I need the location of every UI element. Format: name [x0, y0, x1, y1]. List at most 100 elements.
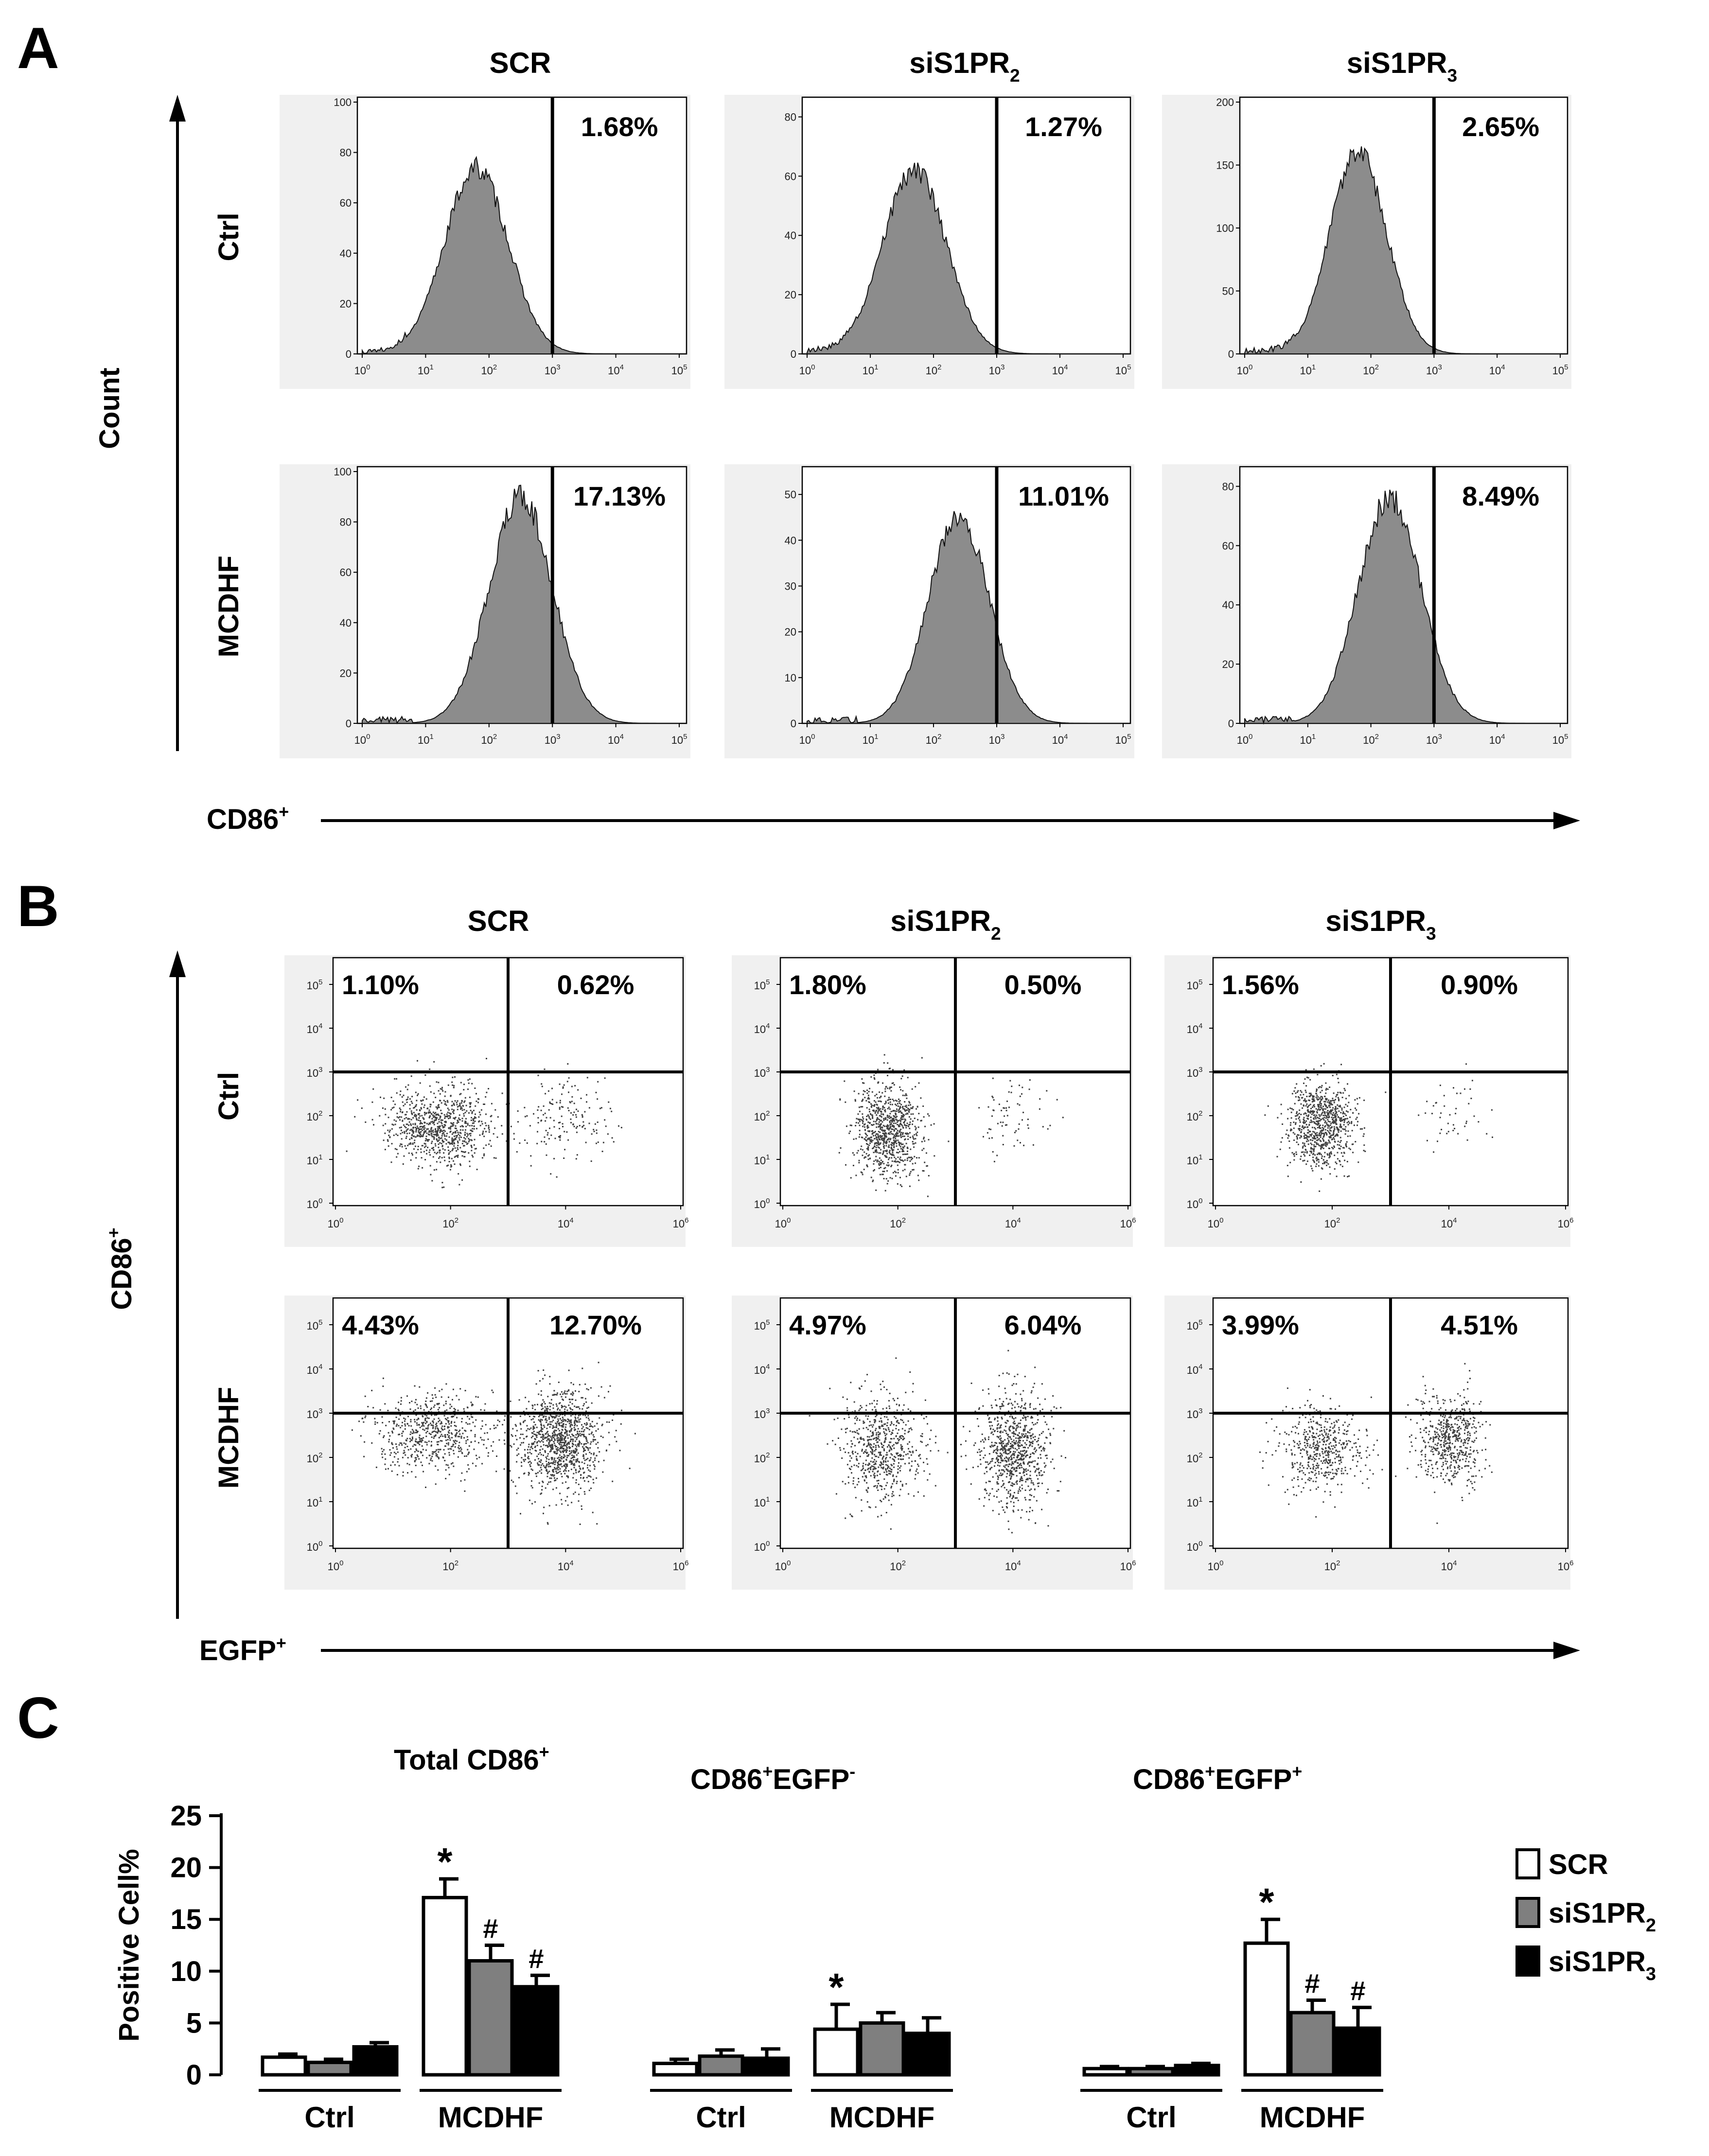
dot-ytick-label-0-2-0-exp: 0	[1198, 1197, 1202, 1205]
hist-ytick-label-0-2-2: 100	[1216, 222, 1234, 234]
hist-xtick-label-0-0-0: 100	[354, 363, 370, 377]
panel-a-x-axis-label: CD86+	[207, 802, 289, 835]
hist-xtick-label-0-2-4: 104	[1489, 363, 1505, 377]
hist-ytick-label-1-1-0: 0	[791, 718, 796, 730]
panel-a-row-label-1: MCDHF	[213, 556, 245, 657]
hist-xtick-label-0-2-5: 105	[1552, 363, 1568, 377]
dot-xtick-label-0-1-2-base: 10	[1005, 1218, 1017, 1230]
legend-label-2-sub: 3	[1646, 1964, 1656, 1984]
hist-xtick-label-0-2-4-base: 10	[1489, 365, 1501, 377]
bar-1-0-2	[743, 2056, 790, 2077]
dot-ytick-label-1-0-5-exp: 5	[318, 1318, 322, 1327]
bar-annotation-2-1-0: *	[1259, 1880, 1274, 1924]
dot-ytick-label-1-0-3-exp: 3	[318, 1407, 322, 1415]
bar-subplot-title-1-a: CD86	[690, 1764, 762, 1795]
hist-xtick-label-0-0-3-base: 10	[545, 365, 556, 377]
panel-b-y-axis-arrowhead	[169, 950, 186, 977]
dot-xtick-label-1-0-0-base: 10	[328, 1560, 339, 1573]
panel-a-col-title-1-sub: 2	[1010, 65, 1020, 86]
dot-xtick-label-1-0-0-exp: 0	[339, 1559, 343, 1567]
dot-xtick-label-0-2-3-exp: 6	[1569, 1216, 1573, 1225]
dot-ytick-label-1-0-1-exp: 1	[318, 1495, 322, 1504]
panel-b-x-axis-label-main: EGFP	[199, 1635, 276, 1666]
bar-subplot-title-2-sup2: +	[1292, 1761, 1302, 1781]
hist-xtick-label-1-1-0-base: 10	[799, 734, 811, 746]
dot-ytick-label-0-2-2-base: 10	[1187, 1111, 1198, 1123]
dot-ytick-label-0-2-2: 102	[1187, 1109, 1203, 1123]
dot-quadrant-ur-0-2: 0.90%	[1441, 969, 1518, 1000]
hist-gate-percent-1-1: 11.01%	[1018, 481, 1109, 511]
dot-xtick-label-0-1-0: 100	[775, 1216, 791, 1230]
bar-0-0-1	[306, 2060, 353, 2077]
dot-xtick-label-0-2-0-exp: 0	[1219, 1216, 1223, 1225]
dot-quadrant-ur-1-0: 12.70%	[549, 1310, 642, 1340]
hist-xtick-label-1-0-3-exp: 3	[556, 733, 560, 741]
dot-xtick-label-0-0-2-base: 10	[558, 1218, 569, 1230]
dot-xtick-label-0-1-1: 102	[890, 1216, 906, 1230]
hist-xtick-label-1-0-2: 102	[481, 733, 497, 746]
bar-group-label-2-0: Ctrl	[1126, 2101, 1176, 2134]
dot-ytick-label-0-0-1-exp: 1	[318, 1153, 322, 1161]
panel-b-col-title-2: siS1PR3	[1325, 905, 1436, 944]
hist-area-1-1	[807, 511, 1123, 724]
hist-ytick-label-1-2-0: 0	[1228, 718, 1234, 730]
dot-ytick-label-1-2-2: 102	[1187, 1451, 1203, 1465]
dot-xtick-label-1-2-1: 102	[1324, 1559, 1340, 1573]
hist-ytick-label-1-1-1: 10	[785, 672, 796, 684]
hist-xtick-label-1-2-4: 104	[1489, 733, 1505, 746]
dot-xtick-label-1-0-1: 102	[442, 1559, 458, 1573]
panel-a-col-title-2: siS1PR3	[1347, 47, 1457, 86]
dot-ytick-label-1-0-2: 102	[307, 1451, 323, 1465]
hist-xtick-label-0-1-3-base: 10	[989, 365, 1001, 377]
dot-ytick-label-0-0-0: 100	[307, 1197, 323, 1210]
dot-xtick-label-0-0-0-exp: 0	[339, 1216, 343, 1225]
hist-xtick-label-1-0-0-base: 10	[354, 734, 366, 746]
dot-ytick-label-0-2-5-base: 10	[1187, 980, 1198, 992]
hist-ytick-label-1-0-2: 40	[340, 617, 352, 629]
hist-ytick-label-1-2-4: 80	[1222, 480, 1234, 492]
legend-label-2-main: siS1PR	[1549, 1946, 1646, 1978]
hist-xtick-label-1-0-3-base: 10	[545, 734, 556, 746]
dot-xtick-label-0-0-1-base: 10	[442, 1218, 454, 1230]
hist-gate-percent-1-0: 17.13%	[573, 481, 666, 511]
dot-xtick-label-1-1-2-exp: 4	[1017, 1559, 1021, 1567]
hist-xtick-label-1-0-5-exp: 5	[683, 733, 687, 741]
dot-xtick-label-1-2-2-base: 10	[1441, 1560, 1453, 1573]
dot-ytick-label-0-0-3-exp: 3	[318, 1066, 322, 1074]
panel-a-col-title-0: SCR	[490, 47, 551, 79]
dot-ytick-label-1-1-1-exp: 1	[766, 1495, 770, 1504]
panel-a-y-axis-label: Count	[94, 368, 125, 449]
dot-ytick-label-1-2-2-exp: 2	[1198, 1451, 1202, 1459]
dot-ytick-label-0-2-5: 105	[1187, 978, 1203, 992]
bar-ytick-label-4: 20	[170, 1852, 202, 1884]
hist-xtick-label-0-0-4: 104	[608, 363, 624, 377]
dot-xtick-label-1-0-1-exp: 2	[455, 1559, 458, 1567]
panel-b-y-axis-label-main: CD86	[106, 1238, 138, 1310]
bar-1-0-0	[652, 2062, 699, 2077]
dot-xtick-label-0-2-3-base: 10	[1558, 1218, 1569, 1230]
dot-ytick-label-1-0-5-base: 10	[307, 1320, 318, 1332]
dot-ytick-label-0-1-4-exp: 4	[766, 1022, 770, 1030]
dot-ytick-label-0-1-5-base: 10	[754, 980, 766, 992]
hist-xtick-label-1-1-2-base: 10	[926, 734, 937, 746]
hist-xtick-label-0-1-0-exp: 0	[811, 363, 815, 371]
dot-ytick-label-1-1-0: 100	[754, 1540, 770, 1553]
hist-ytick-label-1-0-5: 100	[334, 466, 352, 478]
dot-ytick-label-0-1-1-exp: 1	[766, 1153, 770, 1161]
dot-xtick-label-0-1-0-exp: 0	[787, 1216, 791, 1225]
dot-xtick-label-0-0-1: 102	[442, 1216, 458, 1230]
dot-xtick-label-1-2-2: 104	[1441, 1559, 1457, 1573]
dot-xtick-label-0-0-2-exp: 4	[569, 1216, 573, 1225]
hist-xtick-label-1-0-5-base: 10	[671, 734, 683, 746]
panel-b-x-axis-label-sup: +	[276, 1633, 286, 1653]
hist-ytick-label-0-0-1: 20	[340, 298, 352, 310]
dot-ytick-label-0-2-5-exp: 5	[1198, 978, 1202, 986]
dot-xtick-label-0-1-0-base: 10	[775, 1218, 787, 1230]
panel-b-col-title-0: SCR	[468, 905, 529, 937]
dot-xtick-label-0-1-2: 104	[1005, 1216, 1021, 1230]
hist-xtick-label-1-1-5-exp: 5	[1127, 733, 1131, 741]
dot-ytick-label-1-1-4: 104	[754, 1363, 770, 1376]
hist-xtick-label-1-2-4-exp: 4	[1501, 733, 1505, 741]
dot-ytick-label-1-0-1-base: 10	[307, 1497, 318, 1509]
dot-xtick-label-0-2-2: 104	[1441, 1216, 1457, 1230]
